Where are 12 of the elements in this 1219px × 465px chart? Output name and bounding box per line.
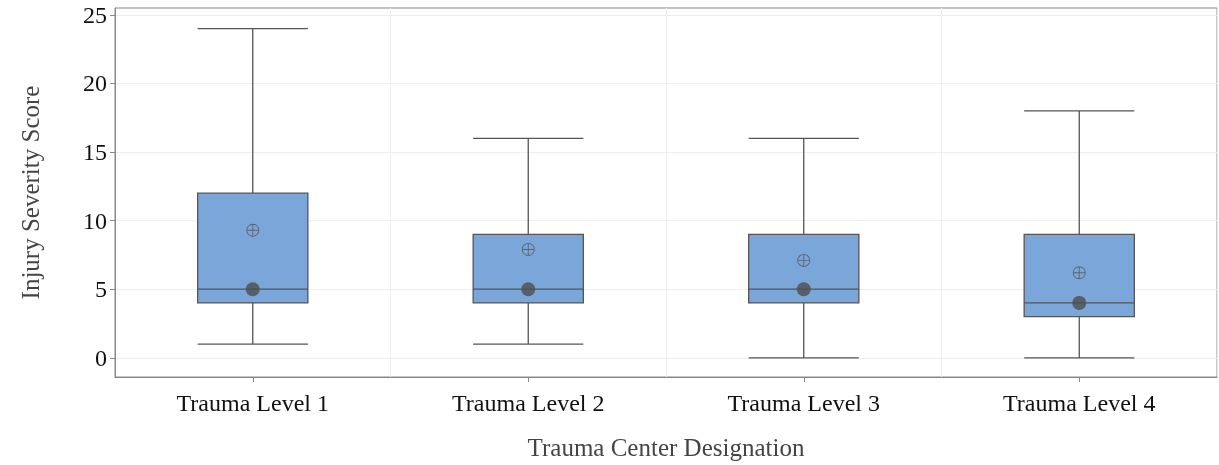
y-tick-label: 0 [95, 344, 107, 371]
x-tick-label: Trauma Level 4 [1003, 390, 1156, 416]
x-tick-label: Trauma Level 1 [176, 390, 329, 416]
y-axis-title: Injury Severity Score [17, 85, 44, 300]
x-axis-title: Trauma Center Designation [527, 434, 805, 461]
x-tick-label: Trauma Level 3 [727, 390, 880, 416]
y-tick-label: 15 [83, 139, 107, 166]
y-tick-label: 20 [83, 70, 107, 97]
y-tick-label: 5 [95, 276, 107, 303]
y-tick-label: 10 [83, 207, 107, 234]
x-tick-label: Trauma Level 2 [452, 390, 605, 416]
y-tick-label: 25 [83, 1, 107, 28]
